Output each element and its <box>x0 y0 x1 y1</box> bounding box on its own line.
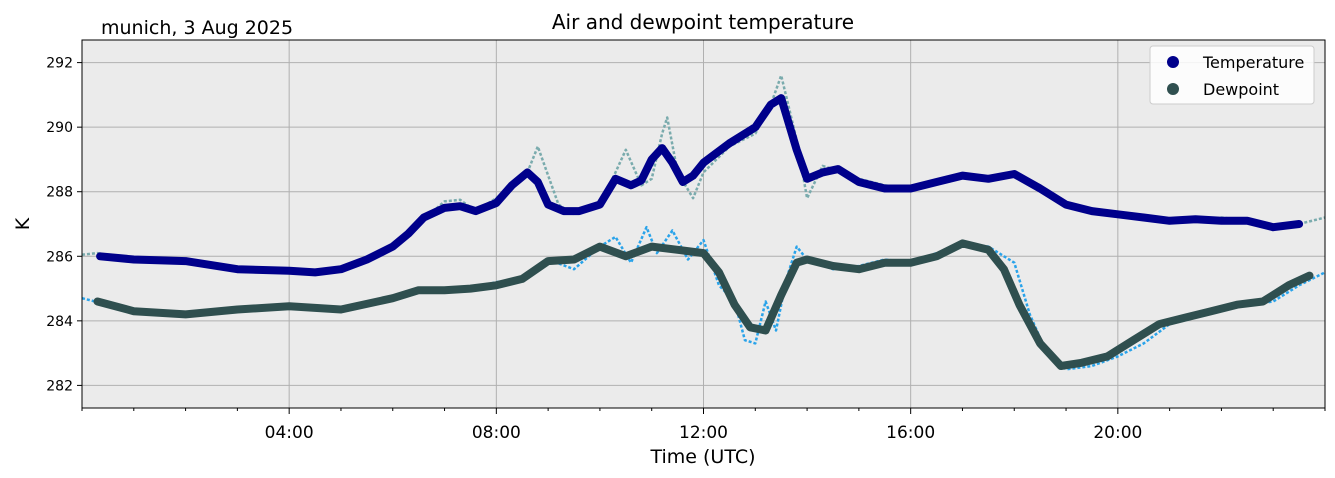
x-tick-label: 20:00 <box>1093 423 1142 443</box>
series-line-temperature <box>96 94 1304 277</box>
legend: Temperature Dewpoint <box>1149 45 1315 105</box>
y-axis-label: K <box>12 217 34 230</box>
y-tick-label: 292 <box>46 56 73 72</box>
grid-lines <box>82 40 1325 408</box>
x-axis: 04:00 08:00 12:00 16:00 20:00 <box>81 408 1326 443</box>
legend-label-temperature: Temperature <box>1202 53 1304 72</box>
y-tick-label: 284 <box>46 314 73 330</box>
series-layer <box>81 74 1326 371</box>
x-tick-label: 08:00 <box>472 423 521 443</box>
y-tick-label: 286 <box>46 249 73 265</box>
x-tick-label: 12:00 <box>679 423 728 443</box>
x-axis-label: Time (UTC) <box>649 446 755 468</box>
legend-marker-temperature <box>1167 56 1179 68</box>
chart-subtitle: munich, 3 Aug 2025 <box>101 17 293 39</box>
legend-box <box>1149 45 1315 105</box>
x-tick-label: 16:00 <box>886 423 935 443</box>
chart-title: Air and dewpoint temperature <box>552 10 854 34</box>
y-tick-label: 288 <box>46 185 73 201</box>
legend-label-dewpoint: Dewpoint <box>1203 80 1279 99</box>
legend-marker-dewpoint <box>1167 83 1179 95</box>
x-tick-label: 04:00 <box>265 423 314 443</box>
y-axis: 282 284 286 288 290 292 <box>46 56 82 394</box>
y-tick-label: 290 <box>46 120 73 136</box>
series-line-dewpoint-raw <box>81 225 1326 371</box>
y-tick-label: 282 <box>46 378 73 394</box>
series-line-dewpoint <box>93 239 1314 370</box>
